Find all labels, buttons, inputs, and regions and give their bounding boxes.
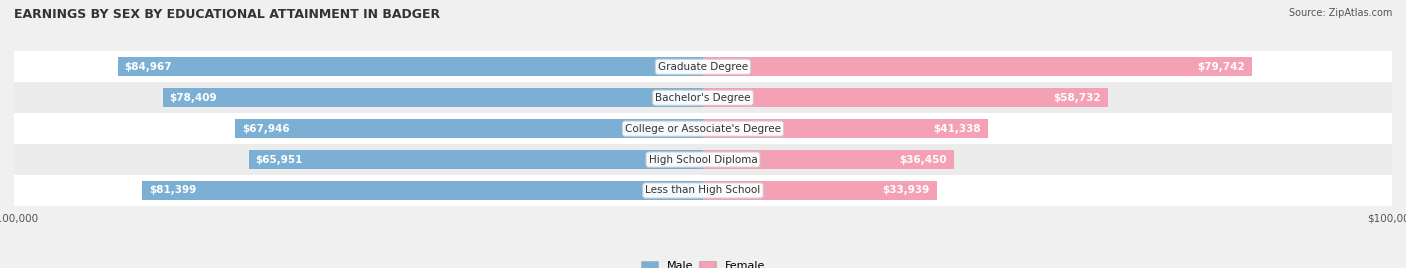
Text: $58,732: $58,732: [1053, 93, 1101, 103]
Bar: [14, 113, 1392, 144]
Text: Bachelor's Degree: Bachelor's Degree: [655, 93, 751, 103]
Text: $67,946: $67,946: [242, 124, 290, 134]
Text: $78,409: $78,409: [170, 93, 218, 103]
Bar: [14, 175, 1392, 206]
Bar: [703, 150, 955, 169]
Bar: [703, 119, 988, 138]
Bar: [14, 51, 1392, 82]
Bar: [703, 181, 936, 200]
Text: $41,338: $41,338: [934, 124, 981, 134]
Bar: [142, 181, 703, 200]
Text: $79,742: $79,742: [1198, 62, 1246, 72]
Bar: [703, 88, 1108, 107]
Text: $81,399: $81,399: [149, 185, 197, 195]
Bar: [703, 57, 1253, 76]
Text: $33,939: $33,939: [883, 185, 929, 195]
Text: $65,951: $65,951: [256, 155, 302, 165]
Bar: [118, 57, 703, 76]
Bar: [14, 144, 1392, 175]
Text: High School Diploma: High School Diploma: [648, 155, 758, 165]
Text: Graduate Degree: Graduate Degree: [658, 62, 748, 72]
Bar: [249, 150, 703, 169]
Text: EARNINGS BY SEX BY EDUCATIONAL ATTAINMENT IN BADGER: EARNINGS BY SEX BY EDUCATIONAL ATTAINMEN…: [14, 8, 440, 21]
Legend: Male, Female: Male, Female: [637, 256, 769, 268]
Bar: [163, 88, 703, 107]
Bar: [235, 119, 703, 138]
Text: $84,967: $84,967: [125, 62, 172, 72]
Text: Less than High School: Less than High School: [645, 185, 761, 195]
Text: College or Associate's Degree: College or Associate's Degree: [626, 124, 780, 134]
Bar: [14, 82, 1392, 113]
Text: Source: ZipAtlas.com: Source: ZipAtlas.com: [1288, 8, 1392, 18]
Text: $36,450: $36,450: [900, 155, 948, 165]
